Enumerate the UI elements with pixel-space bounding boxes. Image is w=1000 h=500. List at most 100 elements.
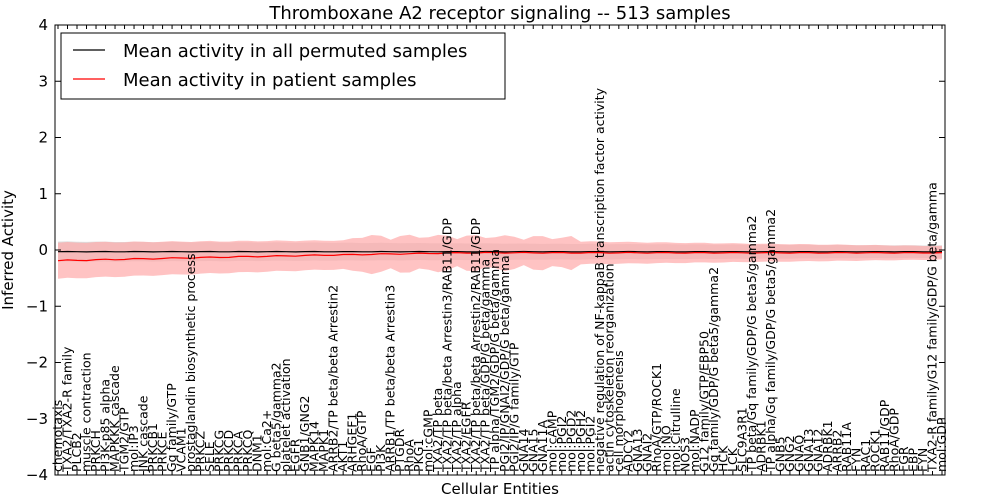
entity-label: DNM1 <box>250 434 265 472</box>
x-axis-label: Cellular Entities <box>441 480 559 498</box>
entity-label: PRKCQ <box>240 430 255 472</box>
entity-label: GNA13 <box>801 429 816 473</box>
entity-label: PRKCG <box>212 430 227 472</box>
entity-label: NOS3 <box>677 437 692 472</box>
entity-label: GNA15 <box>525 429 540 473</box>
entity-label: platelet activation <box>278 358 293 472</box>
entity-label: mol:NO <box>658 425 673 472</box>
entity-label: EGF <box>364 447 379 472</box>
entity-label: TP alpha/TGM2/GDP/G beta/gamma <box>487 249 502 473</box>
entity-label: PRKCH <box>88 430 103 472</box>
y-tick-label: 3 <box>38 72 48 90</box>
entity-label: PRKCE <box>155 432 170 472</box>
y-tick-label: −4 <box>26 466 48 484</box>
entity-label: mol:PGI2 <box>582 416 597 472</box>
entity-label: TXA2/TXA2-R family <box>60 346 75 473</box>
entity-label: FYN <box>848 448 863 472</box>
legend-label-patient: Mean activity in patient samples <box>123 70 417 91</box>
entity-label: PLCB2 <box>69 432 84 472</box>
entity-label: TXA2-R family/G12 family/GDP/G beta/gamm… <box>924 182 939 473</box>
confidence-band-1 <box>58 234 942 279</box>
entity-label: chemotaxis <box>50 400 65 472</box>
entity-label: TGM2/GTP <box>117 407 132 473</box>
entity-label: PI3K-p85 alpha <box>98 379 113 472</box>
entity-label: ARRB2/TP beta/beta Arrestin2 <box>326 285 341 472</box>
x-axis-ticks <box>57 25 943 475</box>
entity-label: HCK <box>715 445 730 472</box>
entity-label: cell morphogenesis <box>611 350 626 472</box>
entity-label: EGFR <box>288 438 303 472</box>
entity-label: TP beta/Gq family/GDP/G beta5/gamma2 <box>744 215 759 473</box>
entity-label: mol:cGMP <box>421 409 436 472</box>
entity-label: MAPK14 <box>307 421 322 472</box>
y-tick-label: −3 <box>26 410 48 428</box>
entity-label: mol:Citrulline <box>668 388 683 472</box>
entity-label: GNA13 <box>630 429 645 473</box>
entity-label: GNA12 <box>810 429 825 473</box>
entity-label: mol:Ca2+ <box>259 410 274 472</box>
entity-label: ADRBK1 <box>820 420 835 472</box>
entity-label: PRKCZ <box>193 431 208 472</box>
entity-label: RhoA/GTP <box>354 410 369 472</box>
entity-label: PGI2/IP/G family/GTP <box>506 342 521 472</box>
entity-label: TXA2/TP beta/beta Arrestin2/RAB11/GDP <box>468 218 483 473</box>
entity-label: SLC9A3R1 <box>734 407 749 472</box>
entity-label: PRKCA <box>231 431 246 472</box>
entity-label: mol:cAMP <box>544 410 559 472</box>
entity-label: PRKCD <box>221 430 236 472</box>
entity-label: mol:GDP <box>934 417 949 472</box>
series-line-1 <box>57 251 943 262</box>
entity-label: RhoA <box>402 439 417 472</box>
y-tick-label: −2 <box>26 354 48 372</box>
entity-label: GNA14 <box>516 428 531 472</box>
entity-label: prostaglandin biosynthetic process <box>183 254 198 472</box>
entity-label: Gq family/GTP <box>164 383 179 472</box>
entity-label: MAPKKK cascade <box>107 365 122 472</box>
entity-label: PGI2/IP/GNAI2/GDP/G beta/gamma <box>497 255 512 472</box>
entity-label: GNG2 <box>782 435 797 472</box>
entity-label: actin cytoskeleton reorganization <box>601 263 616 472</box>
entity-label: RhoA/GDP <box>886 408 901 472</box>
entity-label: AKT1 <box>335 441 350 472</box>
entity-label: EBP <box>905 448 920 472</box>
entity-label: ADCY2 <box>620 430 635 472</box>
legend: Mean activity in all permuted samples Me… <box>60 32 506 100</box>
legend-box <box>60 32 506 100</box>
entity-label: RAB11A <box>839 422 854 472</box>
entity-label: VCAM1 <box>174 427 189 472</box>
entity-label: PTGDR <box>392 429 407 472</box>
entity-label: TP alpha/Gq family/GDP/G beta5/gamma2 <box>763 209 778 473</box>
entity-label: PI3K <box>373 444 388 472</box>
entity-label: FGR <box>896 446 911 472</box>
y-tick-label: 0 <box>38 241 48 259</box>
entity-label: GNA11A <box>535 420 550 472</box>
entity-label: ADRBK1 <box>753 420 768 472</box>
entity-label: SELE <box>202 441 217 472</box>
entity-label: G beta5/gamma2 <box>269 362 284 472</box>
entity-label: mol:IP3 <box>126 425 141 472</box>
entity-label: ROCK1 <box>867 429 882 472</box>
entity-label: ARRB1/TP beta/beta Arrestin3 <box>383 285 398 472</box>
entity-label: G12 family/GTP/EBP50 <box>696 331 711 472</box>
entity-label: Gq family/GDP/G beta5/gamma2 <box>706 267 721 472</box>
entity-label: RAC1 <box>858 439 873 472</box>
legend-label-permuted: Mean activity in all permuted samples <box>123 41 467 62</box>
entity-label: RAB11/GDP <box>877 399 892 472</box>
entity-label: RhoA/GTP/ROCK1 <box>649 363 664 472</box>
entity-label: TXA2/EGFR <box>459 401 474 473</box>
entity-label: mol:PGD2 <box>563 410 578 472</box>
entity-label: ARHGEF1 <box>345 413 360 472</box>
y-axis: −4 −3 −2 −1 0 1 2 3 4 <box>26 16 945 484</box>
y-tick-label: 4 <box>38 16 48 34</box>
entity-label: PKG1 <box>411 439 426 472</box>
entity-label: TXA2/TP beta/beta Arrestin3/RAB11/GDP <box>440 218 455 473</box>
entity-label: PRKCB1 <box>145 423 160 472</box>
y-tick-label: 1 <box>38 185 48 203</box>
series-lines <box>57 250 943 262</box>
entity-label: mol:PGH2 <box>573 410 588 472</box>
entity-label: LCK <box>725 447 740 472</box>
entity-label: negative regulation of NF-kappaB transcr… <box>592 87 607 472</box>
entity-label: mol:NADP <box>687 409 702 472</box>
